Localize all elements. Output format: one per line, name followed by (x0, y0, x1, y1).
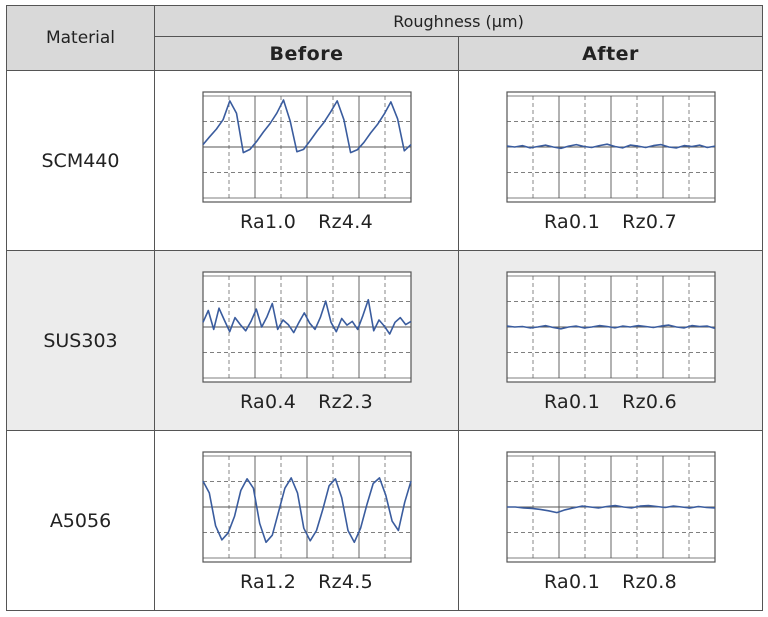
profile-trace (506, 324, 715, 330)
rz-value: Rz0.8 (622, 571, 678, 593)
roughness-values: Ra0.1 Rz0.7 (505, 211, 717, 233)
material-name: SUS303 (6, 250, 155, 431)
roughness-profile-plot (505, 91, 716, 203)
ra-value: Ra0.1 (543, 571, 601, 593)
roughness-values: Ra0.1 Rz0.6 (505, 391, 717, 413)
rz-value: Rz4.5 (318, 571, 374, 593)
table-row: A5056 Ra1.2 Rz4.5 Ra0.1 Rz0.8 (6, 430, 763, 611)
roughness-profile-plot (201, 271, 412, 383)
after-cell: Ra0.1 Rz0.7 (458, 70, 763, 251)
ra-value: Ra0.4 (239, 391, 297, 413)
material-name: A5056 (6, 430, 155, 611)
rz-value: Rz0.7 (622, 211, 678, 233)
rz-value: Rz0.6 (622, 391, 678, 413)
before-cell: Ra1.2 Rz4.5 (154, 430, 459, 611)
profile-trace (201, 477, 412, 544)
table-row: SUS303 Ra0.4 Rz2.3 Ra0.1 Rz0.6 (6, 250, 763, 431)
table-row: SCM440 Ra1.0 Rz4.4 Ra0.1 Rz0.7 (6, 70, 763, 251)
before-cell: Ra0.4 Rz2.3 (154, 250, 459, 431)
before-cell: Ra1.0 Rz4.4 (154, 70, 459, 251)
roughness-profile-plot (505, 271, 716, 383)
before-header: Before (154, 36, 459, 71)
ra-value: Ra0.1 (543, 211, 601, 233)
roughness-values: Ra0.1 Rz0.8 (505, 571, 717, 593)
profile-trace (201, 99, 412, 154)
material-name: SCM440 (6, 70, 155, 251)
profile-trace (201, 298, 411, 335)
roughness-profile-plot (201, 91, 412, 203)
roughness-table: Material Roughness (μm) Before After SCM… (6, 5, 763, 611)
roughness-profile-plot (505, 451, 716, 563)
profile-trace (506, 504, 715, 514)
roughness-profile-plot (201, 451, 412, 563)
roughness-values: Ra0.4 Rz2.3 (201, 391, 413, 413)
ra-value: Ra1.0 (239, 211, 297, 233)
rz-value: Rz4.4 (318, 211, 374, 233)
roughness-values: Ra1.0 Rz4.4 (201, 211, 413, 233)
profile-trace (506, 143, 715, 150)
rz-value: Rz2.3 (318, 391, 374, 413)
after-cell: Ra0.1 Rz0.8 (458, 430, 763, 611)
roughness-header: Roughness (μm) (154, 5, 763, 37)
roughness-values: Ra1.2 Rz4.5 (201, 571, 413, 593)
ra-value: Ra1.2 (239, 571, 297, 593)
ra-value: Ra0.1 (543, 391, 601, 413)
material-header: Material (6, 5, 155, 71)
after-cell: Ra0.1 Rz0.6 (458, 250, 763, 431)
after-header: After (458, 36, 763, 71)
